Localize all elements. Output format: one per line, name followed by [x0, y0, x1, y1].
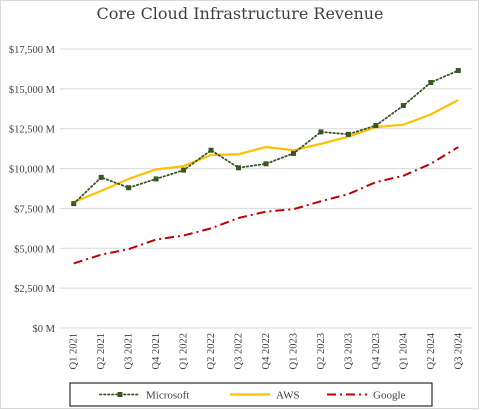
x-tick-label: Q3 2021 — [124, 333, 135, 369]
data-point-marker — [318, 129, 324, 135]
legend-marker — [117, 392, 123, 397]
legend-item-google: Google — [327, 390, 406, 402]
data-point-marker — [71, 201, 77, 207]
data-point-marker — [455, 68, 461, 74]
x-tick-label: Q1 2023 — [288, 333, 299, 369]
x-axis-ticks: Q1 2021 Q2 2021 Q3 2021 Q4 2021 Q1 2022 Q2 20… — [69, 332, 465, 369]
legend-label: Google — [373, 390, 406, 402]
data-point-marker — [428, 79, 434, 85]
x-tick-label: Q3 2023 — [343, 333, 354, 369]
data-point-marker — [290, 150, 296, 156]
y-tick-label: $12,500 M — [9, 125, 56, 136]
series-line-aws — [73, 99, 459, 204]
x-tick-label: Q2 2022 — [206, 333, 217, 369]
series-lines — [71, 68, 461, 265]
legend-label: AWS — [276, 390, 300, 402]
chart-title: Core Cloud Infrastructure Revenue — [96, 4, 383, 23]
x-tick-label: Q4 2021 — [151, 333, 162, 369]
y-tick-label: $5,000 M — [14, 244, 56, 255]
legend-item-microsoft: Microsoft — [99, 390, 189, 402]
x-tick-label: Q4 2023 — [371, 333, 382, 369]
x-tick-label: Q3 2024 — [453, 332, 464, 369]
x-tick-label: Q2 2023 — [316, 333, 327, 369]
x-tick-label: Q3 2022 — [234, 333, 245, 369]
data-point-marker — [400, 103, 406, 109]
data-point-marker — [263, 161, 269, 167]
gridlines — [60, 48, 472, 329]
series-line-microsoft — [72, 69, 460, 205]
y-axis-ticks: $0 M $2,500 M $5,000 M $7,500 M $10,000 M $12… — [9, 45, 56, 335]
x-tick-label: Q2 2021 — [96, 333, 107, 369]
y-tick-label: $7,500 M — [14, 204, 56, 215]
data-point-marker — [373, 123, 379, 129]
data-point-marker — [126, 185, 132, 191]
data-point-marker — [236, 165, 242, 171]
legend-label: Microsoft — [146, 390, 189, 402]
y-tick-label: $15,000 M — [9, 85, 56, 96]
data-point-marker — [153, 176, 159, 182]
data-point-marker — [98, 174, 104, 180]
data-point-marker — [181, 167, 187, 173]
x-tick-label: Q4 2022 — [261, 333, 272, 369]
legend-item-aws: AWS — [230, 390, 300, 402]
x-tick-label: Q1 2021 — [69, 333, 80, 369]
data-point-marker — [345, 131, 351, 137]
x-tick-label: Q1 2022 — [179, 333, 190, 369]
legend: Microsoft AWS Google — [99, 390, 406, 402]
data-point-marker — [208, 147, 214, 153]
x-tick-label: Q1 2024 — [398, 332, 409, 369]
x-tick-label: Q2 2024 — [426, 332, 437, 369]
y-tick-label: $17,500 M — [9, 45, 56, 56]
y-tick-label: $2,500 M — [14, 284, 56, 295]
y-tick-label: $10,000 M — [9, 165, 56, 176]
y-tick-label: $0 M — [33, 324, 56, 335]
